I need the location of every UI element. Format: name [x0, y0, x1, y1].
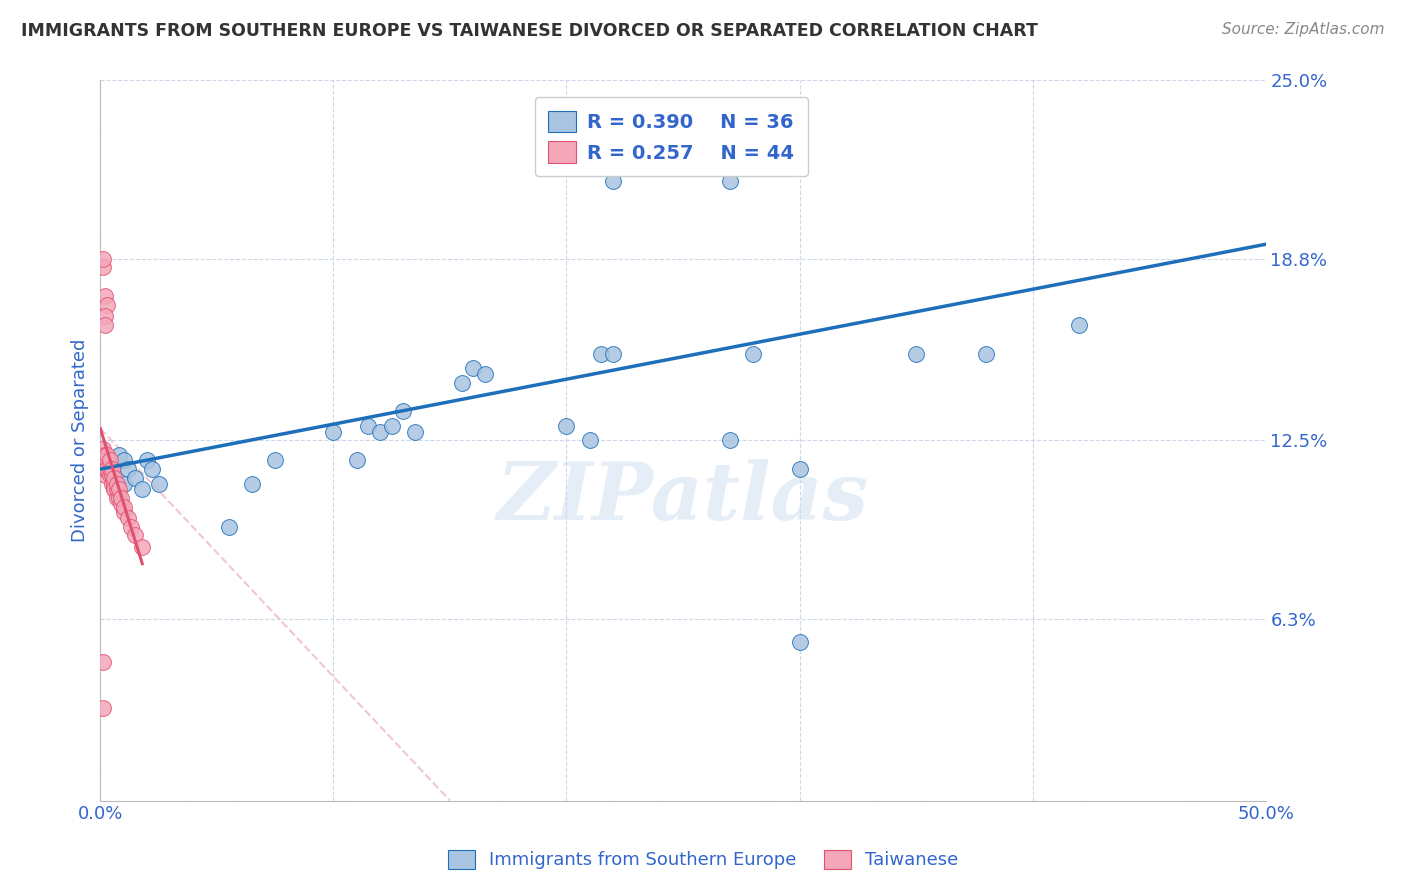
- Point: [112, 476, 135, 491]
- Point: [103, 483, 125, 497]
- Point: [94, 462, 117, 476]
- Point: [141, 462, 163, 476]
- Point: [741, 347, 763, 361]
- Point: [110, 491, 132, 505]
- Point: [112, 453, 135, 467]
- Point: [112, 505, 135, 519]
- Point: [105, 476, 128, 491]
- Point: [91, 701, 114, 715]
- Point: [131, 483, 153, 497]
- Point: [218, 520, 240, 534]
- Point: [108, 491, 131, 505]
- Point: [474, 367, 496, 381]
- Point: [463, 361, 485, 376]
- Point: [91, 260, 114, 275]
- Point: [96, 298, 118, 312]
- Point: [94, 448, 117, 462]
- Point: [91, 462, 114, 476]
- Point: [112, 500, 135, 514]
- Point: [591, 347, 613, 361]
- Point: [94, 467, 117, 482]
- Point: [98, 453, 121, 467]
- Y-axis label: Divorced or Separated: Divorced or Separated: [72, 339, 89, 542]
- Legend: R = 0.390    N = 36, R = 0.257    N = 44: R = 0.390 N = 36, R = 0.257 N = 44: [534, 97, 808, 177]
- Point: [105, 483, 128, 497]
- Point: [264, 453, 287, 467]
- Point: [392, 404, 415, 418]
- Point: [103, 476, 125, 491]
- Point: [96, 462, 118, 476]
- Point: [103, 471, 125, 485]
- Point: [94, 310, 117, 324]
- Point: [103, 483, 125, 497]
- Point: [368, 425, 391, 439]
- Point: [718, 174, 741, 188]
- Point: [322, 425, 344, 439]
- Point: [108, 483, 131, 497]
- Point: [578, 434, 600, 448]
- Point: [94, 462, 117, 476]
- Point: [1069, 318, 1091, 332]
- Point: [91, 453, 114, 467]
- Point: [101, 467, 124, 482]
- Point: [120, 520, 142, 534]
- Point: [91, 448, 114, 462]
- Point: [124, 471, 146, 485]
- Point: [789, 462, 811, 476]
- Point: [346, 453, 368, 467]
- Point: [718, 434, 741, 448]
- Point: [101, 462, 124, 476]
- Point: [101, 476, 124, 491]
- Point: [94, 289, 117, 303]
- Point: [117, 462, 139, 476]
- Point: [602, 174, 624, 188]
- Point: [124, 528, 146, 542]
- Point: [602, 347, 624, 361]
- Point: [96, 448, 118, 462]
- Point: [404, 425, 426, 439]
- Point: [789, 635, 811, 649]
- Point: [98, 467, 121, 482]
- Legend: Immigrants from Southern Europe, Taiwanese: Immigrants from Southern Europe, Taiwane…: [439, 841, 967, 879]
- Text: Source: ZipAtlas.com: Source: ZipAtlas.com: [1222, 22, 1385, 37]
- Point: [108, 448, 131, 462]
- Point: [91, 655, 114, 669]
- Point: [555, 418, 578, 433]
- Text: IMMIGRANTS FROM SOUTHERN EUROPE VS TAIWANESE DIVORCED OR SEPARATED CORRELATION C: IMMIGRANTS FROM SOUTHERN EUROPE VS TAIWA…: [21, 22, 1038, 40]
- Point: [131, 540, 153, 554]
- Point: [240, 476, 263, 491]
- Point: [381, 418, 404, 433]
- Point: [450, 376, 472, 390]
- Point: [110, 497, 132, 511]
- Point: [94, 318, 117, 332]
- Point: [98, 462, 121, 476]
- Point: [96, 462, 118, 476]
- Point: [105, 491, 128, 505]
- Text: ZIPatlas: ZIPatlas: [496, 459, 869, 537]
- Point: [91, 252, 114, 266]
- Point: [101, 462, 124, 476]
- Point: [148, 476, 170, 491]
- Point: [136, 453, 159, 467]
- Point: [94, 453, 117, 467]
- Point: [357, 418, 380, 433]
- Point: [96, 453, 118, 467]
- Point: [905, 347, 928, 361]
- Point: [91, 442, 114, 456]
- Point: [974, 347, 997, 361]
- Point: [117, 511, 139, 525]
